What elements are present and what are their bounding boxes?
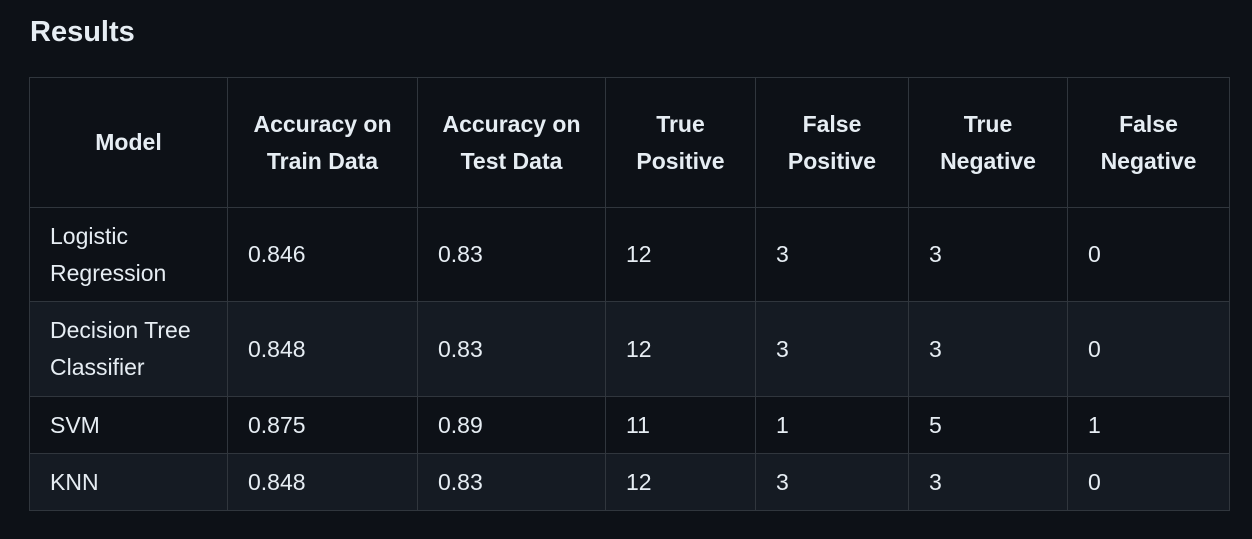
cell-accuracy-test: 0.83 [417, 207, 606, 302]
cell-false-positive: 3 [755, 207, 909, 302]
column-header-accuracy-test: Accuracy on Test Data [417, 77, 606, 208]
cell-accuracy-train: 0.848 [227, 301, 418, 397]
cell-accuracy-test: 0.89 [417, 396, 606, 454]
cell-accuracy-test: 0.83 [417, 301, 606, 397]
table-header-row: Model Accuracy on Train Data Accuracy on… [29, 77, 1230, 208]
cell-false-negative: 0 [1067, 207, 1230, 302]
cell-model: KNN [29, 453, 228, 511]
cell-model: Decision Tree Classifier [29, 301, 228, 397]
cell-true-positive: 12 [605, 301, 756, 397]
cell-true-positive: 12 [605, 207, 756, 302]
cell-accuracy-test: 0.83 [417, 453, 606, 511]
column-header-false-negative: False Negative [1067, 77, 1230, 208]
cell-false-negative: 0 [1067, 301, 1230, 397]
section-title: Results [30, 16, 135, 48]
table-row: Logistic Regression 0.846 0.83 12 3 3 0 [29, 207, 1230, 302]
column-header-model: Model [29, 77, 228, 208]
column-header-false-positive: False Positive [755, 77, 909, 208]
cell-true-positive: 12 [605, 453, 756, 511]
cell-accuracy-train: 0.848 [227, 453, 418, 511]
table-row: KNN 0.848 0.83 12 3 3 0 [29, 453, 1230, 511]
column-header-true-negative: True Negative [908, 77, 1068, 208]
cell-model: Logistic Regression [29, 207, 228, 302]
column-header-true-positive: True Positive [605, 77, 756, 208]
cell-false-positive: 1 [755, 396, 909, 454]
cell-accuracy-train: 0.846 [227, 207, 418, 302]
cell-false-negative: 0 [1067, 453, 1230, 511]
cell-accuracy-train: 0.875 [227, 396, 418, 454]
table-row: SVM 0.875 0.89 11 1 5 1 [29, 396, 1230, 454]
column-header-accuracy-train: Accuracy on Train Data [227, 77, 418, 208]
cell-true-negative: 3 [908, 453, 1068, 511]
cell-true-negative: 3 [908, 301, 1068, 397]
cell-model: SVM [29, 396, 228, 454]
cell-false-negative: 1 [1067, 396, 1230, 454]
table-row: Decision Tree Classifier 0.848 0.83 12 3… [29, 301, 1230, 397]
cell-false-positive: 3 [755, 301, 909, 397]
cell-true-negative: 5 [908, 396, 1068, 454]
cell-false-positive: 3 [755, 453, 909, 511]
results-table: Model Accuracy on Train Data Accuracy on… [29, 77, 1230, 511]
cell-true-positive: 11 [605, 396, 756, 454]
cell-true-negative: 3 [908, 207, 1068, 302]
